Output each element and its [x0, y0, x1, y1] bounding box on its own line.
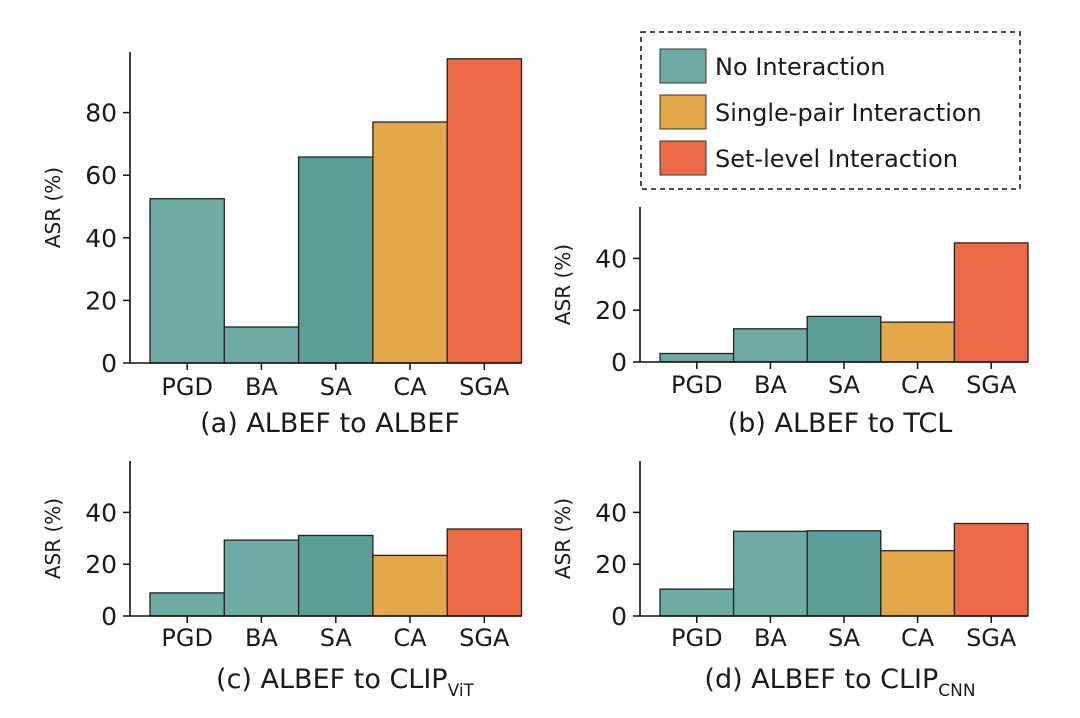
legend-label-single-pair: Single-pair Interaction	[715, 99, 982, 127]
y-axis-title-c: ASR (%)	[41, 498, 65, 579]
x-tick-label-a-pgd: PGD	[161, 373, 213, 401]
x-tick-label-a-ba: BA	[245, 373, 278, 401]
y-axis-title-a: ASR (%)	[41, 167, 65, 248]
bar-d-ba	[732, 530, 808, 617]
bar-b-ba	[732, 328, 808, 363]
x-tick-label-b-sa: SA	[828, 371, 861, 399]
bar-d-pgd	[659, 588, 735, 617]
bar-c-sa	[297, 534, 374, 617]
bar-a-ca	[372, 121, 448, 364]
legend-swatch-set-level	[659, 140, 707, 176]
y-tick-label-d-20: 20	[595, 550, 627, 579]
caption-d: (d) ALBEF to CLIPCNN	[704, 664, 975, 701]
chart-panel-b: 0 20 40 PGD BA SA CA SGA ASR (%) (b) ALBEF to TCL	[551, 207, 1029, 439]
x-tick-label-a-sa: SA	[320, 373, 353, 401]
legend-swatch-single-pair	[659, 94, 707, 130]
x-tick-label-a-sga: SGA	[459, 373, 510, 401]
x-tick-label-b-sga: SGA	[966, 371, 1017, 399]
y-tick-label-a-80: 80	[85, 99, 117, 128]
y-tick-label-d-0: 0	[611, 602, 627, 631]
x-tick-label-c-sga: SGA	[459, 624, 510, 652]
legend-label-set-level: Set-level Interaction	[715, 145, 958, 173]
legend-frame	[640, 31, 1021, 190]
y-tick-label-c-20: 20	[85, 550, 117, 579]
bar-c-ca	[372, 554, 448, 617]
y-tick-label-a-20: 20	[85, 286, 117, 315]
bar-d-sa	[806, 530, 882, 617]
bar-d-sga	[953, 522, 1029, 617]
bar-a-sa	[297, 156, 374, 364]
x-tick-label-b-ba: BA	[754, 371, 787, 399]
chart-panel-d: 0 20 40 PGD BA SA CA SGA ASR (%) (d) ALBEF to CLI…	[551, 461, 1029, 701]
x-tick-label-b-pgd: PGD	[671, 371, 723, 399]
x-tick-label-a-ca: CA	[393, 373, 427, 401]
x-tick-label-d-ca: CA	[901, 624, 935, 652]
y-axis-title-b: ASR (%)	[551, 244, 575, 325]
caption-c: (c) ALBEF to CLIPViT	[216, 664, 475, 701]
y-tick-label-d-40: 40	[595, 498, 627, 527]
y-tick-label-a-40: 40	[85, 224, 117, 253]
x-tick-label-c-pgd: PGD	[161, 624, 213, 652]
bar-b-sa	[806, 315, 882, 363]
panels: 0 20 40 60 80 PGD BA SA CA SGA ASR (%) (a) ALBEF to…	[41, 52, 1029, 701]
x-tick-label-c-sa: SA	[320, 624, 353, 652]
x-tick-label-d-sga: SGA	[966, 624, 1017, 652]
bar-a-ba	[223, 326, 300, 364]
bar-b-pgd	[659, 352, 735, 363]
y-tick-label-b-0: 0	[611, 348, 627, 377]
bar-b-sga	[953, 242, 1029, 363]
y-tick-label-b-40: 40	[595, 244, 627, 273]
y-tick-label-c-40: 40	[85, 498, 117, 527]
y-tick-label-a-60: 60	[85, 161, 117, 190]
x-tick-label-d-sa: SA	[828, 624, 861, 652]
x-tick-label-b-ca: CA	[901, 371, 935, 399]
bar-c-ba	[223, 539, 300, 617]
y-tick-label-b-20: 20	[595, 296, 627, 325]
caption-b: (b) ALBEF to TCL	[728, 408, 953, 439]
bar-a-pgd	[149, 198, 225, 364]
bar-a-sga	[446, 58, 523, 364]
x-tick-label-c-ba: BA	[245, 624, 278, 652]
chart-panel-c: 0 20 40 PGD BA SA CA SGA ASR (%) (c) ALBEF to CLI…	[41, 461, 523, 701]
legend: No Interaction Single-pair Interaction S…	[640, 31, 1021, 190]
y-tick-label-c-0: 0	[101, 602, 117, 631]
bar-b-ca	[880, 321, 956, 363]
legend-label-no-interaction: No Interaction	[715, 53, 885, 81]
y-tick-label-a-0: 0	[101, 349, 117, 378]
chart-panel-a: 0 20 40 60 80 PGD BA SA CA SGA ASR (%) (a) ALBEF to…	[41, 52, 523, 439]
x-tick-label-d-ba: BA	[754, 624, 787, 652]
y-axis-title-d: ASR (%)	[551, 498, 575, 579]
legend-swatch-no-interaction	[659, 48, 707, 84]
x-tick-label-d-pgd: PGD	[671, 624, 723, 652]
bar-c-sga	[446, 528, 523, 617]
x-tick-label-c-ca: CA	[393, 624, 427, 652]
bar-c-pgd	[149, 592, 225, 617]
bar-d-ca	[880, 550, 956, 617]
caption-a: (a) ALBEF to ALBEF	[200, 408, 460, 439]
